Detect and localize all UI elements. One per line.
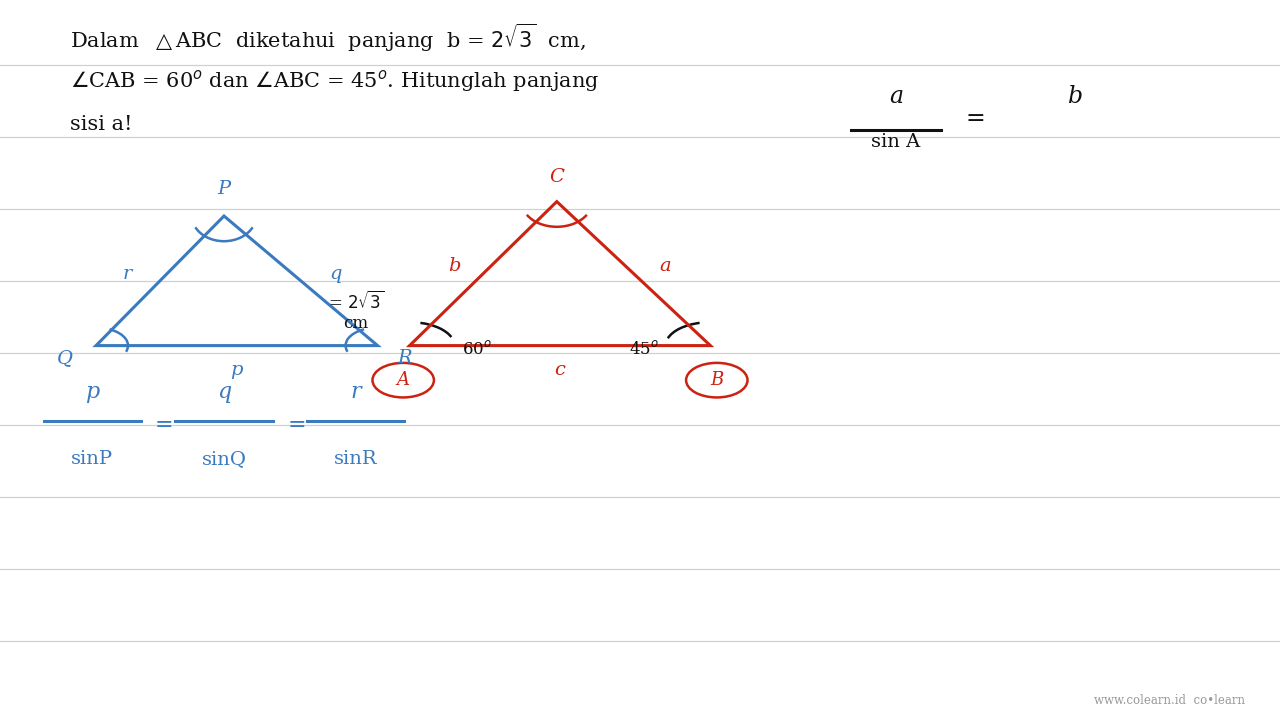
Text: =: = (965, 107, 986, 130)
Text: q: q (216, 381, 232, 403)
Text: sisi a!: sisi a! (70, 115, 133, 134)
Text: r: r (351, 381, 361, 403)
Text: q: q (329, 265, 342, 282)
Text: sin A: sin A (872, 133, 920, 151)
Text: sinQ: sinQ (201, 450, 247, 468)
Text: B: B (710, 372, 723, 389)
Text: r: r (123, 265, 132, 282)
Text: P: P (218, 180, 230, 198)
Text: 60$^o$: 60$^o$ (462, 340, 493, 358)
Text: p: p (230, 361, 243, 379)
Text: 45$^o$: 45$^o$ (628, 340, 659, 358)
Text: =: = (288, 414, 306, 436)
Text: = $2\sqrt{3}$: = $2\sqrt{3}$ (328, 292, 384, 313)
Text: sinR: sinR (334, 450, 378, 468)
Text: C: C (549, 168, 564, 186)
Text: a: a (659, 257, 671, 275)
Text: Q: Q (56, 349, 73, 367)
Text: R: R (397, 349, 411, 367)
Text: cm: cm (343, 315, 369, 333)
Text: Dalam  $\triangle$ABC  diketahui  panjang  b = $2\sqrt{3}$  cm,: Dalam $\triangle$ABC diketahui panjang b… (70, 22, 586, 54)
Text: b: b (1068, 85, 1083, 108)
Text: a: a (888, 85, 904, 108)
Text: p: p (84, 381, 100, 403)
Text: $\angle$CAB = 60$^o$ dan $\angle$ABC = 45$^o$. Hitunglah panjang: $\angle$CAB = 60$^o$ dan $\angle$ABC = 4… (70, 68, 599, 94)
Text: www.colearn.id  co•learn: www.colearn.id co•learn (1094, 694, 1245, 707)
Text: sinP: sinP (72, 450, 113, 468)
Text: A: A (397, 372, 410, 389)
Text: c: c (554, 361, 566, 379)
Text: =: = (155, 414, 173, 436)
Text: b: b (448, 257, 461, 275)
